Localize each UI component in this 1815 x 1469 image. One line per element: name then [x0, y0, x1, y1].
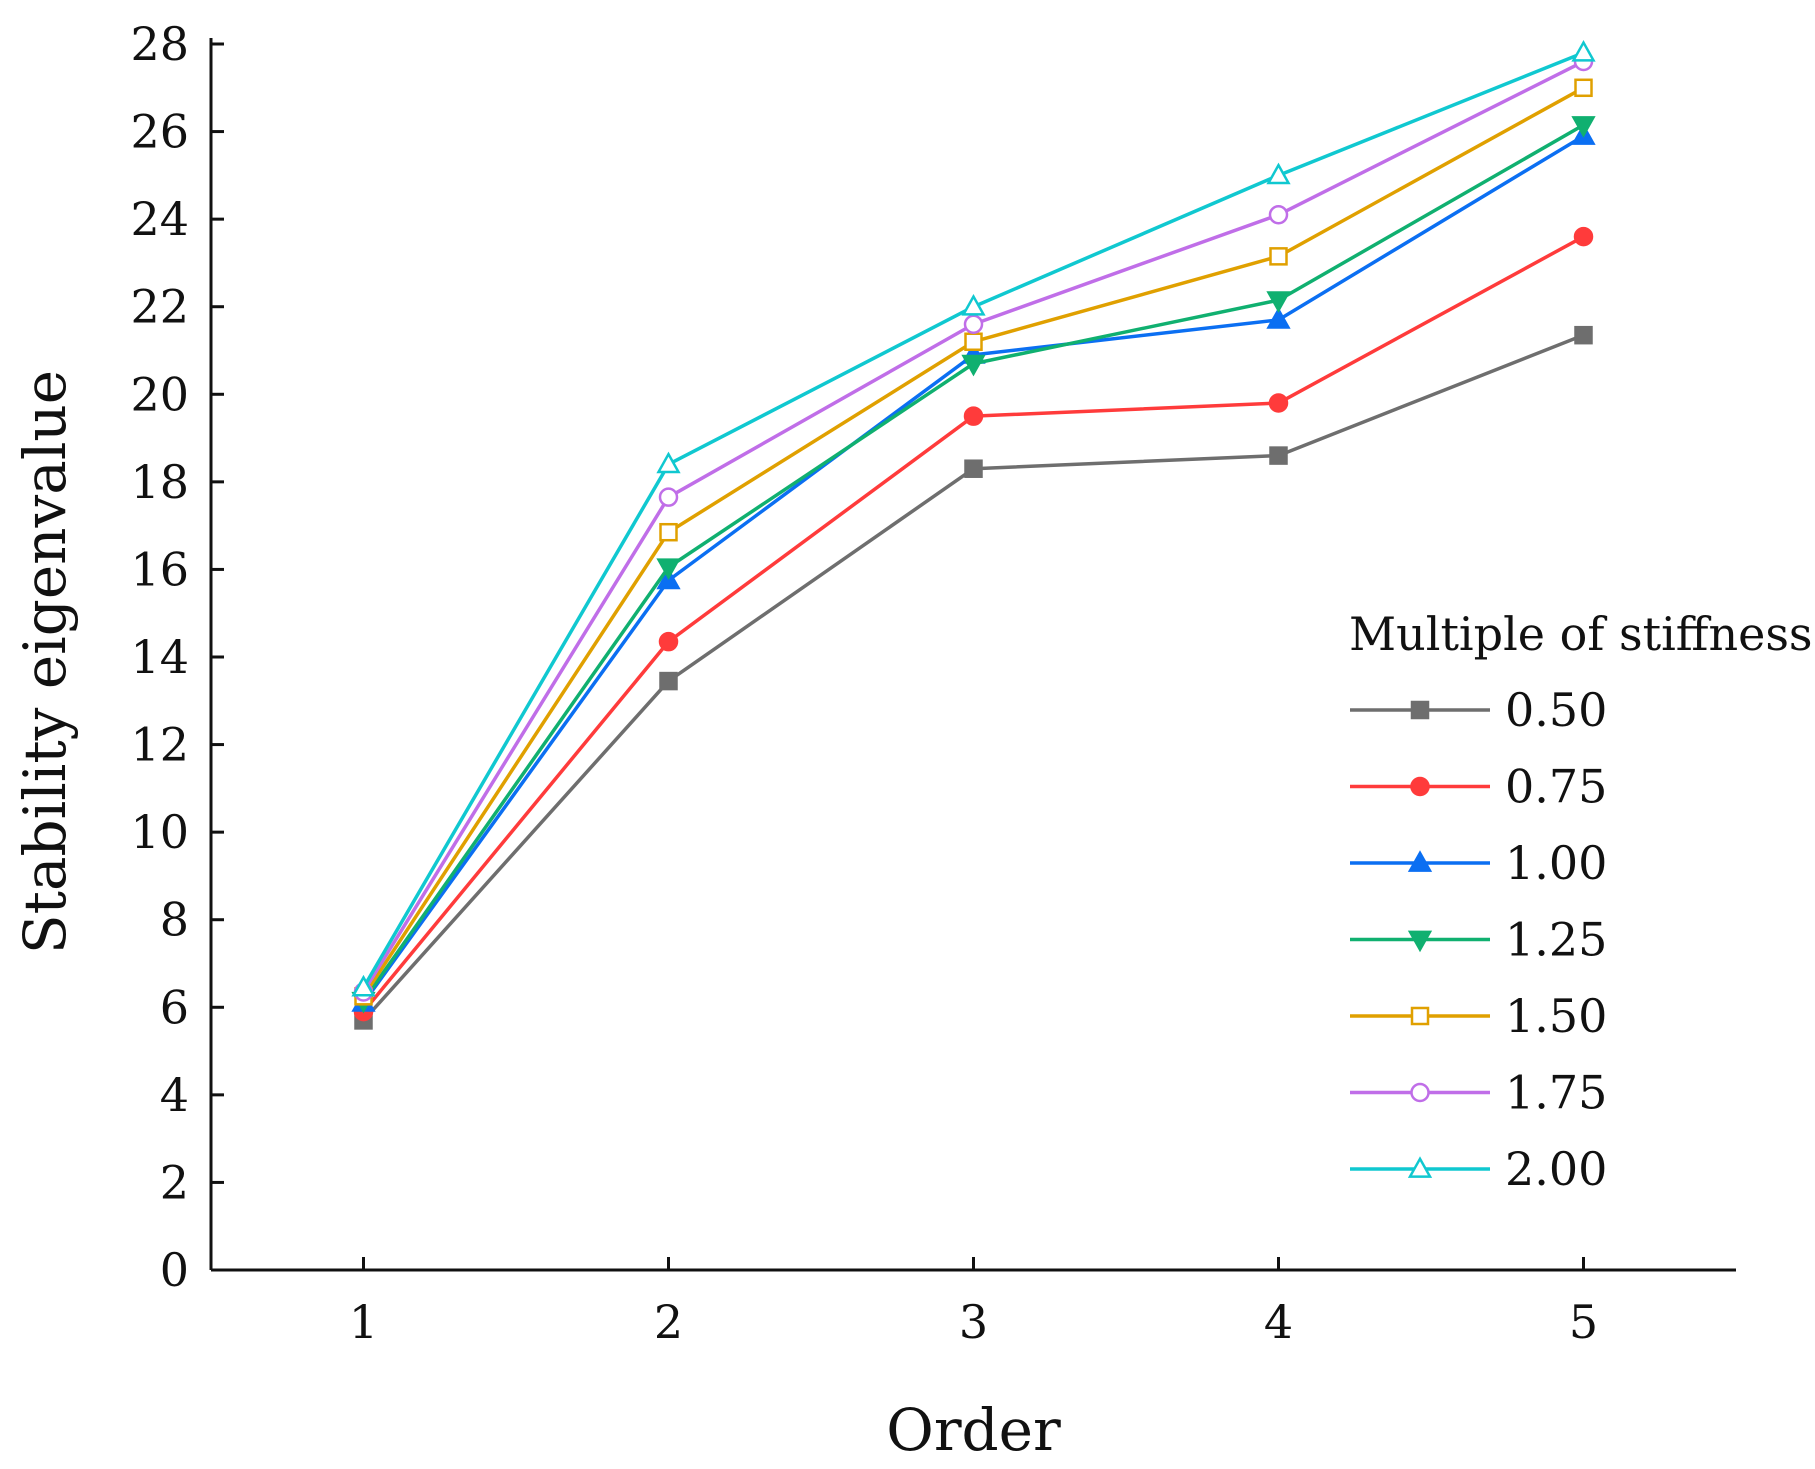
legend-item: 1.75	[1350, 1066, 1607, 1120]
legend-item: 1.50	[1350, 989, 1607, 1043]
data-point	[659, 522, 678, 542]
legend-item: 1.00	[1350, 836, 1607, 890]
legend-marker	[1410, 1006, 1430, 1026]
legend-marker	[1410, 1082, 1430, 1103]
series-line	[362, 134, 1585, 1004]
x-tick-label: 5	[1569, 1295, 1598, 1349]
data-point	[1573, 226, 1594, 247]
data-point	[1574, 325, 1593, 345]
legend-label: 2.00	[1505, 1142, 1607, 1196]
data-point	[1268, 205, 1289, 225]
data-point	[964, 459, 983, 478]
series-1.00	[351, 123, 1596, 1012]
legend-label: 0.50	[1505, 683, 1607, 737]
data-point	[1574, 78, 1593, 98]
x-tick-label: 3	[959, 1295, 988, 1349]
series-1.25	[351, 116, 1596, 1014]
data-point	[961, 293, 986, 316]
y-tick-label: 0	[160, 1243, 189, 1297]
y-tick-label: 8	[160, 893, 189, 947]
data-point	[1269, 247, 1288, 266]
y-tick-label: 18	[130, 455, 189, 509]
x-tick-label: 4	[1264, 1295, 1293, 1349]
y-tick-label: 6	[160, 980, 189, 1034]
series-line	[362, 86, 1585, 998]
y-tick-label: 4	[160, 1068, 189, 1122]
data-point	[1266, 291, 1291, 313]
series-1.50	[354, 78, 1593, 1006]
legend-label: 1.00	[1505, 836, 1607, 890]
legend-marker	[1410, 700, 1430, 720]
data-point	[1269, 446, 1288, 465]
legend-item: 2.00	[1350, 1142, 1607, 1196]
y-tick-label: 28	[130, 17, 189, 71]
data-point	[658, 487, 679, 507]
x-axis-title: Order	[886, 1396, 1061, 1464]
data-point	[964, 332, 983, 351]
legend-label: 1.25	[1505, 913, 1607, 967]
data-point	[656, 451, 681, 474]
series-2.00	[351, 39, 1596, 997]
y-tick-label: 16	[130, 542, 189, 596]
y-tick-label: 14	[130, 630, 189, 684]
data-point	[1266, 162, 1291, 185]
data-series	[351, 39, 1596, 1030]
legend-marker	[1410, 776, 1430, 797]
y-tick-label: 24	[130, 192, 189, 246]
y-tick-label: 22	[130, 280, 189, 334]
data-point	[963, 406, 984, 426]
series-line	[361, 51, 1585, 989]
y-axis-title: Stability eigenvalue	[11, 370, 79, 954]
y-tick-label: 2	[160, 1155, 189, 1209]
series-line	[362, 123, 1585, 1002]
legend-label: 1.75	[1505, 1066, 1607, 1120]
data-point	[963, 314, 984, 334]
data-point	[659, 671, 678, 691]
data-point	[1571, 39, 1596, 62]
data-point	[351, 974, 376, 997]
y-tick-label: 12	[130, 718, 189, 772]
series-line	[362, 59, 1585, 993]
data-point	[1571, 116, 1596, 138]
series-0.50	[354, 325, 1593, 1030]
legend-item: 1.25	[1350, 913, 1607, 967]
legend: Multiple of stiffness 0.50 0.75 1.00 1.25 1.…	[1349, 607, 1813, 1196]
y-tick-label: 20	[130, 367, 189, 421]
data-point	[1266, 307, 1291, 329]
legend-label: 1.50	[1505, 989, 1607, 1043]
legend-title: Multiple of stiffness	[1349, 607, 1813, 661]
legend-marker	[1407, 1156, 1433, 1178]
x-tick-label: 2	[654, 1295, 683, 1349]
series-line	[362, 333, 1585, 1022]
y-tick-label: 26	[130, 105, 189, 159]
legend-marker	[1407, 850, 1433, 872]
x-tick-label: 1	[349, 1295, 378, 1349]
data-point	[656, 558, 681, 580]
y-tick-label: 10	[130, 805, 189, 859]
legend-marker	[1407, 930, 1433, 953]
data-point	[961, 354, 986, 377]
series-1.75	[353, 51, 1594, 1002]
legend-item: 0.50	[1350, 683, 1607, 737]
data-point	[1268, 393, 1289, 413]
data-point	[658, 631, 679, 652]
legend-label: 0.75	[1505, 760, 1607, 814]
legend-item: 0.75	[1350, 760, 1607, 814]
